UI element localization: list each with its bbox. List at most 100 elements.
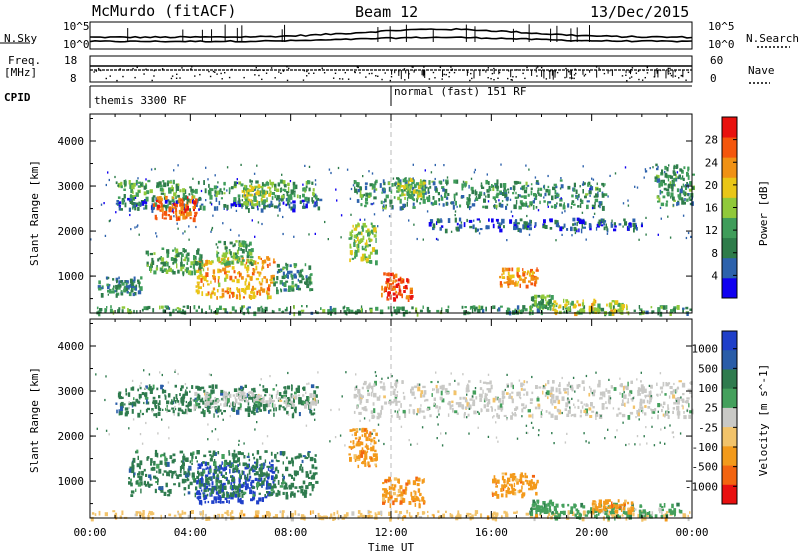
heatmap-cell: [689, 391, 692, 394]
heatmap-cell: [273, 476, 276, 480]
heatmap-cell: [664, 413, 666, 418]
heatmap-cell: [436, 221, 438, 225]
heatmap-cell: [549, 306, 552, 311]
heatmap-cell: [354, 249, 358, 253]
heatmap-cell: [257, 401, 260, 407]
heatmap-cell: [687, 514, 689, 517]
heatmap-cell: [567, 390, 569, 396]
heatmap-cell: [363, 193, 366, 196]
heatmap-cell: [471, 190, 475, 195]
heatmap-cell: [258, 468, 262, 471]
heatmap-cell: [356, 459, 360, 461]
heatmap-cell: [547, 515, 549, 519]
freq-dot: [216, 73, 218, 75]
heatmap-cell: [307, 180, 310, 185]
heatmap-cell: [526, 184, 530, 187]
heatmap-cell: [269, 187, 272, 190]
heatmap-cell: [244, 476, 248, 481]
heatmap-cell: [564, 210, 566, 213]
heatmap-cell: [532, 200, 535, 204]
heatmap-cell: [419, 309, 423, 313]
heatmap-cell: [253, 311, 257, 317]
heatmap-cell: [230, 485, 232, 490]
heatmap-cell: [253, 469, 256, 473]
heatmap-cell: [633, 224, 636, 230]
heatmap-cell: [180, 266, 183, 272]
heatmap-cell: [162, 309, 167, 313]
heatmap-cell: [690, 235, 692, 238]
heatmap-cell: [453, 179, 457, 184]
heatmap-cell: [652, 166, 654, 169]
cpid-mode-2: normal (fast) 151 RF: [394, 85, 526, 98]
heatmap-cell: [665, 203, 668, 207]
heatmap-cell: [386, 298, 390, 301]
heatmap-cell: [136, 310, 138, 314]
heatmap-cell: [213, 496, 217, 501]
heatmap-cell: [606, 226, 608, 231]
heatmap-cell: [683, 185, 685, 188]
heatmap-cell: [555, 239, 557, 242]
heatmap-cell: [272, 310, 275, 314]
heatmap-cell: [131, 464, 135, 470]
heatmap-cell: [360, 308, 362, 313]
heatmap-cell: [232, 456, 236, 460]
heatmap-cell: [246, 393, 249, 398]
heatmap-cell: [530, 276, 534, 281]
heatmap-cell: [351, 257, 355, 260]
heatmap-cell: [273, 205, 278, 209]
heatmap-cell: [420, 198, 423, 201]
heatmap-cell: [188, 408, 192, 413]
heatmap-cell: [135, 488, 137, 492]
heatmap-cell: [159, 187, 164, 192]
heatmap-cell: [682, 307, 685, 310]
heatmap-cell: [525, 187, 528, 190]
freq-dot: [667, 73, 670, 75]
heatmap-cell: [556, 202, 558, 205]
heatmap-cell: [238, 199, 241, 205]
heatmap-cell: [365, 399, 369, 403]
heatmap-cell: [438, 198, 440, 202]
heatmap-cell: [223, 182, 225, 185]
heatmap-cell: [522, 305, 526, 310]
heatmap-cell: [621, 393, 624, 398]
heatmap-cell: [502, 270, 505, 275]
colorbar-swatch: [722, 217, 737, 239]
heatmap-cell: [263, 309, 266, 313]
heatmap-cell: [673, 173, 677, 176]
heatmap-cell: [409, 188, 412, 193]
heatmap-cell: [286, 456, 288, 460]
heatmap-cell: [272, 480, 275, 484]
heatmap-cell: [226, 270, 230, 273]
heatmap-cell: [447, 193, 450, 196]
heatmap-cell: [309, 280, 311, 286]
heatmap-cell: [168, 189, 172, 194]
heatmap-cell: [608, 303, 612, 308]
heatmap-cell: [645, 170, 648, 173]
heatmap-cell: [391, 183, 394, 187]
heatmap-cell: [162, 473, 164, 476]
heatmap-cell: [628, 222, 632, 226]
heatmap-cell: [206, 407, 210, 413]
heatmap-cell: [245, 205, 248, 210]
heatmap-cell: [305, 279, 308, 283]
heatmap-cell: [197, 393, 200, 398]
heatmap-cell: [364, 246, 367, 249]
heatmap-cell: [368, 254, 371, 260]
heatmap-cell: [380, 510, 383, 516]
heatmap-cell: [168, 393, 171, 396]
heatmap-cell: [531, 303, 534, 309]
heatmap-cell: [505, 205, 508, 210]
cpid-mode-1: themis 3300 RF: [94, 94, 187, 107]
heatmap-cell: [534, 276, 538, 280]
heatmap-cell: [440, 218, 442, 221]
heatmap-cell: [422, 385, 426, 389]
heatmap-cell: [513, 222, 516, 225]
heatmap-cell: [523, 184, 526, 190]
heatmap-cell: [320, 307, 322, 310]
heatmap-cell: [652, 310, 655, 313]
heatmap-cell: [627, 225, 631, 229]
freq-dot: [339, 78, 341, 80]
heatmap-cell: [522, 185, 524, 191]
freq-dot: [487, 76, 489, 79]
heatmap-cell: [494, 396, 497, 401]
